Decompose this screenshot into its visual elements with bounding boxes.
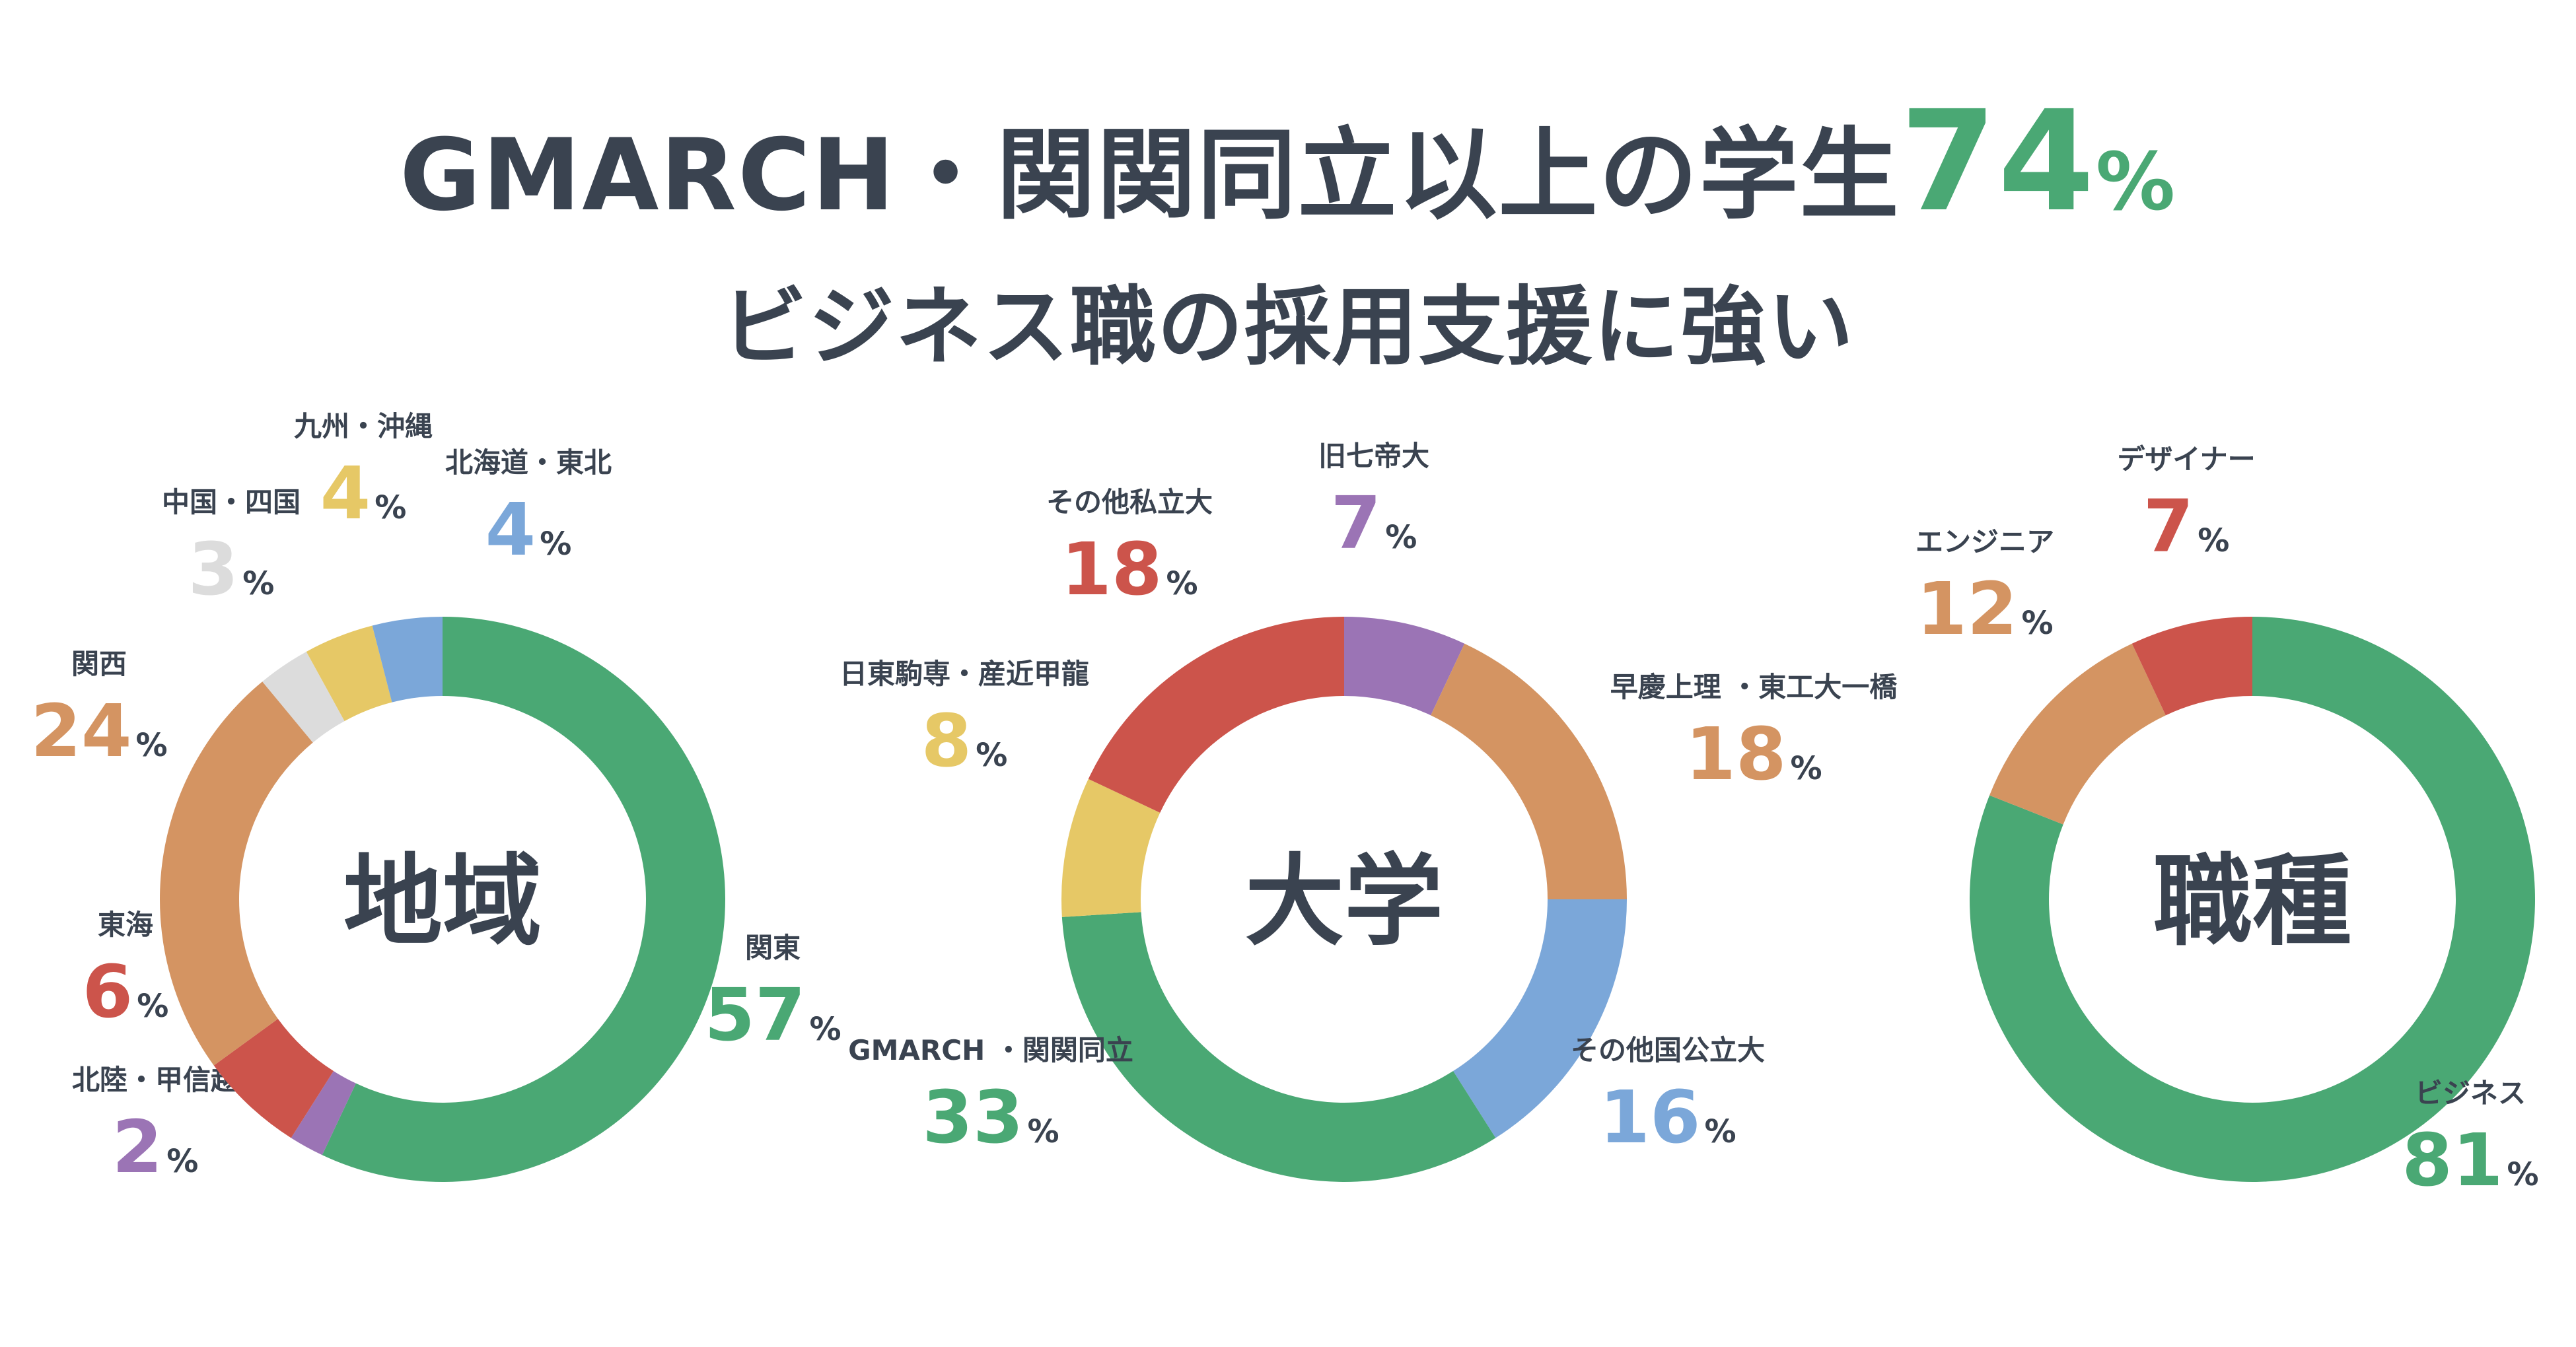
- chart-0-slice-1: [291, 1071, 356, 1156]
- chart-1-slice-5-value: 18: [1061, 527, 1162, 611]
- chart-1-slice-0-percent: %: [1385, 519, 1417, 556]
- chart-1-slice-5-label: その他私立大: [1046, 486, 1213, 518]
- chart-2-slice-1: [1989, 643, 2166, 825]
- chart-1-slice-3: [1061, 912, 1496, 1182]
- donut-chart-1-center-label: 大学: [1245, 845, 1443, 959]
- chart-1-slice-1-label: 早慶上理 ・東工大一橋: [1610, 671, 1898, 703]
- chart-0-slice-4-value: 3: [188, 527, 239, 611]
- chart-1-slice-1-percent: %: [1790, 750, 1822, 787]
- chart-2-slice-1-label: エンジニア: [1915, 526, 2054, 558]
- chart-0-slice-0-value-label: 57%: [704, 973, 841, 1057]
- chart-0-slice-0: [322, 617, 725, 1182]
- chart-0-slice-4-percent: %: [242, 565, 274, 602]
- chart-0-slice-6-value-label: 4%: [485, 487, 572, 572]
- chart-2-slice-2: [2131, 617, 2252, 716]
- title-highlight-value: 74: [1900, 81, 2096, 242]
- chart-0-slice-5-value-label: 4%: [320, 451, 407, 535]
- chart-0-slice-2-value-label: 6%: [83, 950, 169, 1034]
- chart-1-slice-2-value-label: 16%: [1599, 1075, 1736, 1159]
- chart-2-slice-1-value-label: 12%: [1916, 567, 2053, 651]
- chart-0-slice-0-percent: %: [809, 1011, 841, 1048]
- chart-1-slice-1: [1431, 643, 1627, 899]
- chart-0-slice-2: [213, 1019, 334, 1138]
- chart-0-slice-2-label: 東海: [98, 909, 153, 941]
- chart-0-slice-3-value: 24: [30, 689, 131, 773]
- chart-2-slice-0-label: ビジネス: [2415, 1077, 2526, 1109]
- chart-0-slice-2-percent: %: [137, 988, 168, 1025]
- chart-2-slice-1-value: 12: [1916, 567, 2017, 651]
- chart-2-slice-0-value-label: 81%: [2402, 1118, 2538, 1202]
- chart-2-slice-2-percent: %: [2198, 522, 2229, 559]
- chart-1-slice-5-percent: %: [1166, 565, 1198, 602]
- chart-1-slice-5-value-label: 18%: [1061, 527, 1198, 611]
- chart-2-slice-2-label: デザイナー: [2117, 443, 2255, 475]
- chart-0-slice-3-label: 関西: [71, 648, 127, 680]
- chart-1-slice-3-label: GMARCH ・関関同立: [848, 1034, 1133, 1066]
- chart-1-slice-2-percent: %: [1704, 1113, 1736, 1150]
- chart-0-slice-4-label: 中国・四国: [162, 486, 301, 518]
- chart-0-slice-3: [159, 681, 313, 1066]
- title-line-1-text: GMARCH・関関同立以上の学生: [399, 118, 1900, 233]
- chart-2-slice-0-value: 81: [2402, 1118, 2503, 1202]
- chart-1-slice-3-percent: %: [1027, 1113, 1059, 1150]
- chart-2-slice-1-percent: %: [2021, 605, 2053, 642]
- donut-chart-1: 旧七帝大 7 % 早慶上理 ・東工大一橋 18 % その他国公立大 16 % GMARCH ・関関…: [840, 440, 1897, 1182]
- chart-1-slice-1-value: 18: [1685, 712, 1786, 796]
- chart-1-slice-0: [1344, 617, 1465, 716]
- chart-1-slice-4-value-label: 8%: [921, 699, 1008, 783]
- chart-0-slice-1-label: 北陸・甲信越: [72, 1064, 239, 1096]
- chart-0-slice-5-percent: %: [375, 489, 406, 526]
- chart-0-slice-3-value-label: 24%: [30, 689, 167, 773]
- chart-1-slice-0-label: 旧七帝大: [1318, 440, 1429, 472]
- chart-1-slice-4-label: 日東駒専・産近甲龍: [840, 658, 1089, 690]
- chart-2-slice-0-percent: %: [2507, 1156, 2538, 1193]
- title-line-2: ビジネス職の採用支援に強い: [721, 277, 1855, 377]
- chart-1-slice-2-value: 16: [1599, 1075, 1700, 1159]
- chart-1-slice-0-value: 7: [1331, 481, 1382, 565]
- chart-1-slice-0-value-label: 7%: [1331, 481, 1417, 565]
- chart-1-slice-4-value: 8: [921, 699, 972, 783]
- chart-0-slice-3-percent: %: [135, 727, 167, 764]
- chart-0-slice-1-percent: %: [166, 1143, 198, 1180]
- donut-chart-0-center-label: 地域: [343, 845, 542, 959]
- chart-0-slice-4: [262, 651, 345, 743]
- title-line-1: GMARCH・関関同立以上の学生74%: [0, 92, 2576, 246]
- chart-0-slice-0-label: 関東: [745, 932, 801, 964]
- chart-2-slice-2-value: 7: [2143, 484, 2194, 569]
- chart-0-slice-6-percent: %: [540, 526, 571, 563]
- donut-chart-2-center-label: 職種: [2153, 845, 2351, 959]
- chart-1-slice-4-percent: %: [976, 737, 1007, 774]
- chart-1-slice-2: [1453, 899, 1627, 1138]
- chart-0-slice-1-value: 2: [112, 1105, 163, 1189]
- chart-1-slice-1-value-label: 18%: [1685, 712, 1822, 796]
- chart-1-slice-3-value-label: 33%: [922, 1075, 1059, 1159]
- chart-0-slice-5: [306, 625, 392, 722]
- chart-0-slice-6-label: 北海道・東北: [445, 446, 612, 479]
- chart-0-slice-5-label: 九州・沖縄: [294, 410, 433, 442]
- title-highlight-unit: %: [2095, 137, 2177, 228]
- donut-chart-2: ビジネス 81 % エンジニア 12 % デザイナー 7 % 職種: [1915, 443, 2539, 1202]
- chart-1-slice-2-label: その他国公立大: [1571, 1034, 1765, 1066]
- chart-2-slice-2-value-label: 7%: [2143, 484, 2230, 569]
- chart-1-slice-5: [1088, 617, 1344, 813]
- chart-0-slice-5-value: 4: [320, 451, 371, 535]
- chart-0-slice-1-value-label: 2%: [112, 1105, 199, 1189]
- chart-0-slice-6: [372, 617, 443, 703]
- chart-0-slice-6-value: 4: [485, 487, 536, 572]
- chart-1-slice-4: [1061, 778, 1161, 917]
- chart-0-slice-4-value-label: 3%: [188, 527, 275, 611]
- chart-0-slice-2-value: 6: [83, 950, 133, 1034]
- chart-1-slice-3-value: 33: [922, 1075, 1023, 1159]
- chart-0-slice-0-value: 57: [704, 973, 805, 1057]
